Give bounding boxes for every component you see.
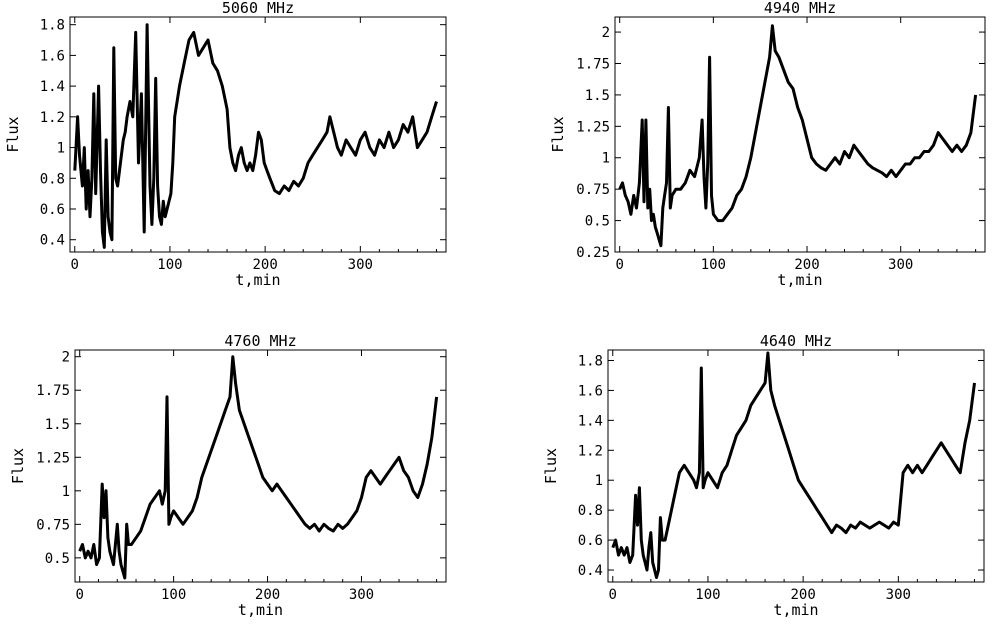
x-tick-label: 100 [157,257,182,273]
series-line [611,351,976,579]
x-tick-label: 100 [695,587,720,603]
x-axis-label: t,min [238,601,283,619]
x-tick-label: 100 [701,257,726,273]
x-tick-label: 200 [255,587,280,603]
y-axis-label: Flux [9,448,27,484]
series-line [78,355,439,580]
x-tick-label: 300 [886,587,911,603]
x-tick-label: 200 [252,257,277,273]
y-tick-label: 1.5 [45,417,70,433]
x-tick-label: 0 [71,257,79,273]
x-tick-label: 0 [609,587,617,603]
chart-panel-2: 4940 MHz 0 100 200 300 0.25 0.5 0.75 1 1.25 1.5 1.7… [549,0,986,289]
series-line [618,24,978,248]
y-tick-label: 0.6 [40,202,65,218]
y-tick-label: 1.6 [40,48,65,64]
x-tick-label: 200 [790,587,815,603]
y-tick-label: 1.5 [585,88,610,104]
y-tick-label: 1 [62,484,70,500]
y-tick-label: 1.25 [36,450,70,466]
y-tick-label: 1.2 [40,110,65,126]
y-tick-label: 0.8 [578,503,603,519]
y-axis-label: Flux [4,116,22,152]
y-axis-label: Flux [542,448,560,484]
x-tick-label: 200 [794,257,819,273]
x-axis-label: t,min [235,271,280,289]
y-tick-label: 0.75 [36,517,70,533]
x-tick-label: 300 [888,257,913,273]
x-tick-label: 0 [75,587,83,603]
x-tick-label: 300 [348,257,373,273]
y-tick-label: 1 [602,151,610,167]
chart-title: 4640 MHz [760,332,832,350]
y-tick-label: 0.5 [585,214,610,230]
plot-frame [607,349,985,583]
chart-title: 4940 MHz [764,0,836,17]
y-tick-label: 1.4 [578,413,603,429]
y-tick-label: 2 [602,25,610,41]
y-tick-label: 0.5 [45,551,70,567]
y-tick-label: 2 [62,350,70,366]
y-axis-label: Flux [549,116,567,152]
x-axis-label: t,min [777,271,822,289]
chart-panel-3: 4760 MHz 0 100 200 300 0.5 0.75 1 1.25 1.5 1.75 2 t,… [9,332,447,619]
y-tick-label: 0.4 [40,233,65,249]
chart-panel-4: 4640 MHz 0 100 200 300 0.4 0.6 0.8 1 1.2 1.4 1.6 1.8… [542,332,985,619]
chart-title: 4760 MHz [224,332,296,350]
plot-frame [614,16,986,253]
y-tick-label: 1.6 [578,383,603,399]
y-tick-label: 0.8 [40,171,65,187]
y-tick-label: 1.75 [36,383,70,399]
y-tick-label: 1.8 [578,353,603,369]
y-tick-label: 1.25 [576,119,610,135]
y-tick-label: 1 [595,473,603,489]
x-tick-label: 0 [615,257,623,273]
x-axis-label: t,min [773,601,818,619]
series-line [73,23,438,249]
y-tick-label: 0.75 [576,182,610,198]
y-tick-label: 0.4 [578,563,603,579]
y-tick-label: 1 [57,141,65,157]
y-tick-label: 1.2 [578,443,603,459]
x-tick-label: 300 [349,587,374,603]
y-tick-label: 1.75 [576,56,610,72]
y-tick-label: 0.25 [576,245,610,261]
y-tick-label: 1.4 [40,79,65,95]
plot-frame [69,16,447,253]
x-tick-label: 100 [161,587,186,603]
y-tick-label: 0.6 [578,533,603,549]
plot-frame [74,349,447,583]
chart-panel-1: 5060 MHz 0 100 200 300 0.4 0.6 0.8 1 1.2 1.4 1.6 1.8… [4,0,447,289]
y-tick-label: 1.8 [40,18,65,34]
chart-title: 5060 MHz [222,0,294,17]
